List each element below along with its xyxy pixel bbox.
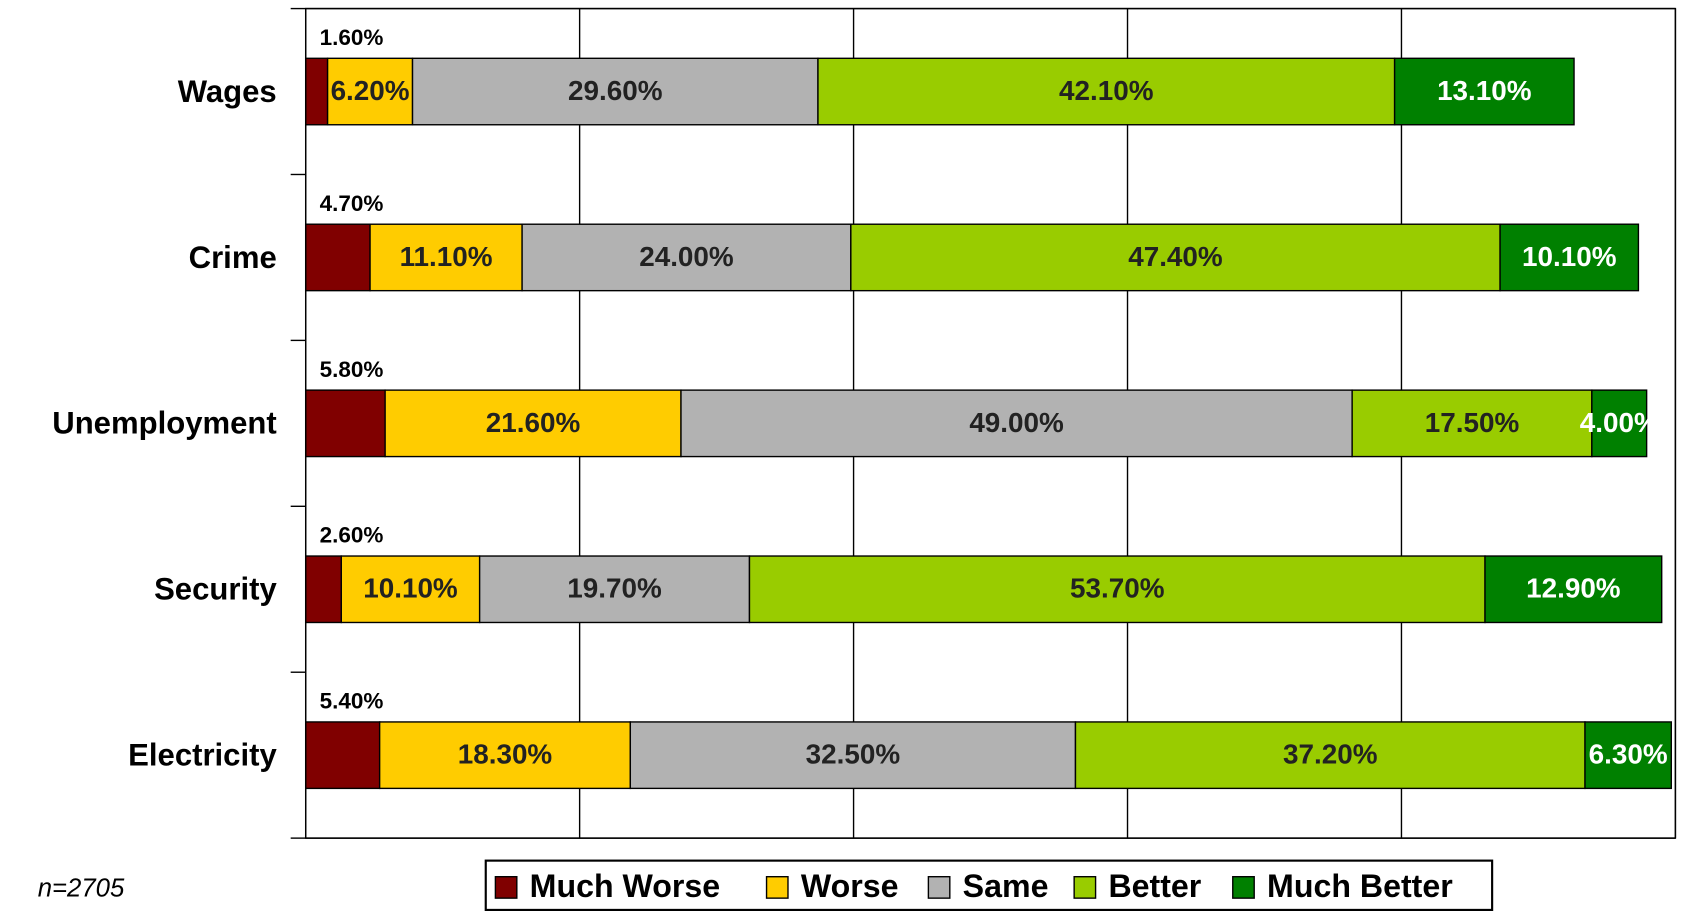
legend-label: Much Better xyxy=(1267,868,1453,904)
bar-segment xyxy=(680,389,1353,458)
plot-border xyxy=(304,7,1677,839)
data-label: 10.10% xyxy=(1522,241,1617,272)
bar-segment xyxy=(1584,721,1672,790)
y-tick-label: Wages xyxy=(178,74,277,109)
bar-segment xyxy=(850,223,1501,292)
bar-segment xyxy=(629,721,1077,790)
bar-segment xyxy=(748,555,1486,624)
bar-segment xyxy=(1393,57,1575,126)
bar-segment xyxy=(304,555,342,624)
data-label: 49.00% xyxy=(969,407,1064,438)
legend-swatch xyxy=(765,876,789,899)
data-label: 18.30% xyxy=(458,739,553,770)
legend-box xyxy=(484,859,1494,911)
bar-segment xyxy=(378,721,632,790)
bar-segment xyxy=(1484,555,1663,624)
bar-segment xyxy=(411,57,819,126)
data-label: 13.10% xyxy=(1437,75,1532,106)
bar-segment xyxy=(304,721,381,790)
data-label: 5.80% xyxy=(320,357,384,382)
bar-segment xyxy=(1591,389,1648,458)
bar-segment xyxy=(478,555,751,624)
legend-swatch xyxy=(1073,876,1097,899)
data-label: 17.50% xyxy=(1425,407,1520,438)
legend-label: Same xyxy=(963,868,1049,904)
data-label: 47.40% xyxy=(1128,241,1223,272)
annotation: n=2705 xyxy=(38,874,125,902)
legend-label: Better xyxy=(1108,868,1201,904)
legend-label: Worse xyxy=(801,868,899,904)
data-label: 4.00% xyxy=(1580,407,1659,438)
legend-swatch xyxy=(1232,876,1255,899)
bar-segment xyxy=(384,389,682,458)
data-label: 32.50% xyxy=(806,739,901,770)
data-label: 4.70% xyxy=(320,191,384,216)
data-label: 11.10% xyxy=(400,241,493,272)
bar-segment xyxy=(1499,223,1640,292)
y-tick-label: Electricity xyxy=(128,738,277,773)
y-tick-label: Security xyxy=(154,572,277,607)
bar-segment xyxy=(521,223,852,292)
y-tick-label: Crime xyxy=(189,240,277,275)
data-label: 53.70% xyxy=(1070,573,1165,604)
data-label: 21.60% xyxy=(486,407,581,438)
bar-segment xyxy=(369,223,523,292)
data-label: 24.00% xyxy=(639,241,734,272)
data-label: 6.30% xyxy=(1589,739,1668,770)
y-tick-label: Unemployment xyxy=(52,406,276,441)
legend-swatch xyxy=(494,876,518,899)
data-label: 29.60% xyxy=(568,75,663,106)
data-label: 6.20% xyxy=(331,75,410,106)
data-label: 37.20% xyxy=(1283,739,1378,770)
data-label: 5.40% xyxy=(320,689,384,714)
bar-segment xyxy=(1074,721,1586,790)
legend-label: Much Worse xyxy=(530,868,720,904)
bar-segment xyxy=(304,389,386,458)
bar-segment xyxy=(304,57,329,126)
data-label: 19.70% xyxy=(567,573,662,604)
bar-segment xyxy=(326,57,414,126)
data-label: 1.60% xyxy=(320,25,384,50)
data-label: 12.90% xyxy=(1526,573,1621,604)
legend-swatch xyxy=(927,876,951,899)
data-label: 2.60% xyxy=(320,523,384,548)
bar-segment xyxy=(304,223,371,292)
data-label: 42.10% xyxy=(1059,75,1154,106)
data-label: 10.10% xyxy=(363,573,458,604)
